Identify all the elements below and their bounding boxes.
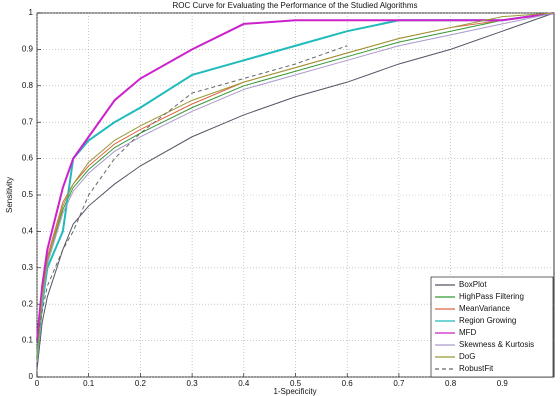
y-tick-label: 0.8 (22, 81, 34, 90)
y-tick-label: 0.1 (22, 336, 34, 345)
legend-box (430, 276, 554, 378)
legend-label: Skewness & Kurtosis (459, 340, 534, 349)
y-tick-label: 0.4 (22, 227, 34, 236)
x-tick-label: 0.9 (497, 379, 509, 388)
x-axis-label: 1-Specificity (273, 387, 316, 396)
y-tick-label: 0.3 (22, 263, 34, 272)
x-tick-label: 0.3 (187, 379, 199, 388)
y-tick-label: 1 (29, 8, 34, 17)
x-tick-label: 0.4 (238, 379, 250, 388)
y-tick-label: 0.7 (22, 117, 34, 126)
y-axis-label: Sensitivity (5, 177, 14, 213)
series-line (36, 45, 348, 341)
legend-label: BoxPlot (459, 280, 487, 289)
series-line (36, 12, 555, 363)
x-tick-label: 0 (35, 379, 40, 388)
x-tick-label: 0.8 (445, 379, 457, 388)
series-line (36, 12, 555, 341)
x-tick-label: 0.6 (342, 379, 354, 388)
y-tick-label: 0 (29, 372, 34, 381)
legend-label: Region Growing (459, 316, 516, 325)
legend-label: MFD (459, 328, 477, 337)
y-tick-label: 0.2 (22, 299, 34, 308)
legend-label: RobustFit (459, 364, 494, 373)
legend-label: MeanVariance (459, 304, 511, 313)
legend-label: DoG (459, 352, 475, 361)
y-tick-label: 0.6 (22, 154, 34, 163)
x-tick-label: 0.5 (290, 379, 302, 388)
y-tick-label: 0.9 (22, 45, 34, 54)
legend-label: HighPass Filtering (459, 292, 524, 301)
series-line (36, 12, 555, 370)
chart-title: ROC Curve for Evaluating the Performance… (172, 1, 417, 10)
x-tick-label: 0.2 (135, 379, 147, 388)
x-tick-label: 0.1 (83, 379, 95, 388)
x-tick-label: 0.7 (393, 379, 405, 388)
y-tick-label: 0.5 (22, 190, 34, 199)
